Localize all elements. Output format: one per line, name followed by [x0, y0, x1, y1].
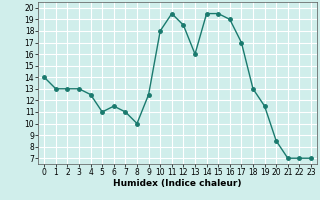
X-axis label: Humidex (Indice chaleur): Humidex (Indice chaleur) — [113, 179, 242, 188]
